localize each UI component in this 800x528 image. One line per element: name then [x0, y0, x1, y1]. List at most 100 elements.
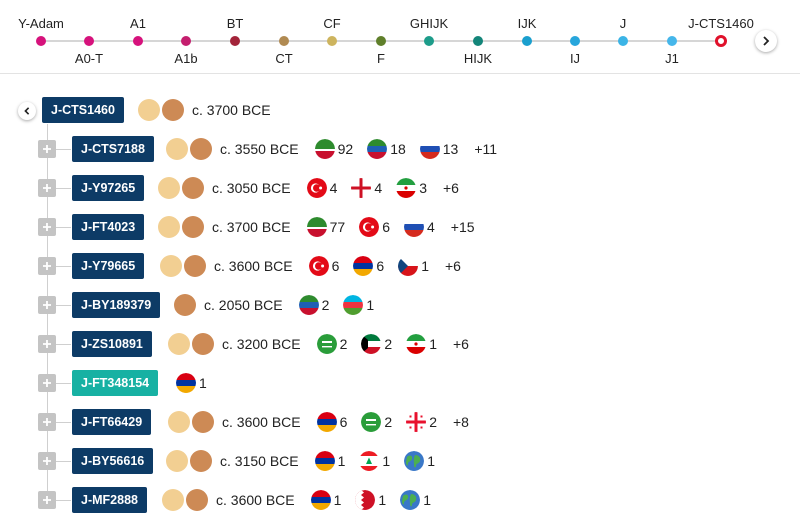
- expand-button[interactable]: [38, 296, 56, 314]
- country-count: 4: [374, 180, 383, 196]
- more-countries-count[interactable]: +6: [453, 336, 469, 352]
- haplogroup-pill[interactable]: J-FT66429: [72, 409, 152, 435]
- expand-button[interactable]: [38, 374, 56, 392]
- current-node-dot[interactable]: [715, 35, 727, 47]
- path-node-dot[interactable]: [327, 36, 337, 46]
- iran-flag-icon: [396, 178, 417, 198]
- more-countries-count[interactable]: +8: [453, 414, 469, 430]
- plus-icon: [43, 457, 51, 465]
- path-node-label[interactable]: HIJK: [463, 51, 493, 66]
- haplogroup-pill[interactable]: J-Y79665: [72, 253, 145, 279]
- path-node-label[interactable]: BT: [226, 16, 244, 31]
- ancient-dna-badge-icon: [166, 450, 188, 472]
- haplogroup-pill[interactable]: J-FT4023: [72, 214, 145, 240]
- path-node[interactable]: CF: [323, 0, 341, 74]
- country-count: 6: [339, 414, 348, 430]
- country-count: 2: [321, 297, 330, 313]
- more-countries-count[interactable]: +6: [443, 180, 459, 196]
- expand-button[interactable]: [38, 413, 56, 431]
- path-node[interactable]: GHIJK: [410, 0, 448, 74]
- path-node[interactable]: A1: [130, 0, 146, 74]
- path-node-dot[interactable]: [181, 36, 191, 46]
- plus-icon: [43, 184, 51, 192]
- world-flag-icon: [400, 490, 421, 510]
- path-node[interactable]: F: [376, 0, 386, 74]
- expand-button[interactable]: [38, 218, 56, 236]
- path-node-dot[interactable]: [133, 36, 143, 46]
- path-node-label[interactable]: CF: [323, 16, 341, 31]
- tmrca-badge-icon: [190, 450, 212, 472]
- haplogroup-pill[interactable]: J-ZS10891: [72, 331, 152, 357]
- collapse-button[interactable]: [18, 102, 36, 120]
- path-node[interactable]: IJ: [570, 0, 580, 74]
- tmrca-date: c. 2050 BCE: [204, 297, 283, 313]
- expand-button[interactable]: [38, 452, 56, 470]
- saudi-arabia-flag-icon: [361, 412, 382, 432]
- path-node-label[interactable]: GHIJK: [409, 16, 449, 31]
- path-node-label[interactable]: IJ: [569, 51, 581, 66]
- path-node-label[interactable]: IJK: [517, 16, 537, 31]
- haplogroup-pill[interactable]: J-CTS7188: [72, 136, 154, 162]
- path-node[interactable]: A0-T: [75, 0, 103, 74]
- path-node-dot[interactable]: [473, 36, 483, 46]
- path-node[interactable]: Y-Adam: [18, 0, 64, 74]
- path-node-label[interactable]: Y-Adam: [18, 16, 64, 31]
- scroll-right-button[interactable]: [755, 30, 777, 52]
- more-countries-count[interactable]: +6: [445, 258, 461, 274]
- path-node-dot[interactable]: [570, 36, 580, 46]
- path-node-label[interactable]: CT: [275, 51, 293, 66]
- haplogroup-pill[interactable]: J-BY56616: [72, 448, 154, 474]
- path-node-dot[interactable]: [376, 36, 386, 46]
- turkey-flag-icon: [359, 217, 380, 237]
- path-node-label[interactable]: A0-T: [74, 51, 104, 66]
- more-countries-count[interactable]: +15: [450, 219, 475, 235]
- path-node-dot[interactable]: [84, 36, 94, 46]
- country-count: 6: [331, 258, 340, 274]
- path-node[interactable]: CT: [275, 0, 293, 74]
- ancient-dna-badge-icon: [158, 177, 180, 199]
- country-count: 1: [427, 453, 435, 469]
- haplogroup-pill[interactable]: J-BY189379: [72, 292, 161, 318]
- haplogroup-pill[interactable]: J-Y97265: [72, 175, 145, 201]
- country-count: 2: [429, 414, 437, 430]
- path-node-label[interactable]: J: [619, 16, 627, 31]
- expand-button[interactable]: [38, 140, 56, 158]
- root-haplogroup-pill[interactable]: J-CTS1460: [42, 97, 124, 123]
- path-node[interactable]: HIJK: [464, 0, 492, 74]
- path-node-dot[interactable]: [618, 36, 628, 46]
- root-info: c. 3700 BCE: [138, 96, 287, 124]
- haplogroup-pill[interactable]: J-MF2888: [72, 487, 147, 513]
- path-node-dot[interactable]: [230, 36, 240, 46]
- path-node-label[interactable]: A1: [130, 16, 146, 31]
- path-node[interactable]: J1: [665, 0, 679, 74]
- expand-button[interactable]: [38, 257, 56, 275]
- path-node[interactable]: J: [618, 0, 628, 74]
- branch-line: [47, 344, 71, 345]
- haplogroup-pill[interactable]: J-FT348154: [72, 370, 159, 396]
- country-count: 1: [429, 336, 437, 352]
- path-node-label[interactable]: J-CTS1460: [688, 16, 754, 31]
- path-node-dot[interactable]: [36, 36, 46, 46]
- expand-button[interactable]: [38, 335, 56, 353]
- haplogroup-path-bar: Y-Adam A0-T A1 A1b BT CT CF F GHIJK HIJK IJK IJ J J1 J…: [0, 0, 800, 74]
- path-node[interactable]: A1b: [174, 0, 198, 74]
- more-countries-count[interactable]: +11: [474, 141, 498, 157]
- expand-button[interactable]: [38, 179, 56, 197]
- plus-icon: [43, 301, 51, 309]
- tmrca-date: c. 3600 BCE: [214, 258, 293, 274]
- expand-button[interactable]: [38, 491, 56, 509]
- path-node-label[interactable]: J1: [665, 51, 679, 66]
- path-node-label[interactable]: F: [377, 51, 385, 66]
- path-node[interactable]: BT: [227, 0, 243, 74]
- path-node-dot[interactable]: [522, 36, 532, 46]
- path-node-dot[interactable]: [424, 36, 434, 46]
- row-info: c. 3600 BCE 6 2 2 +8: [168, 408, 469, 436]
- path-node[interactable]: IJK: [518, 0, 536, 74]
- path-node-dot[interactable]: [667, 36, 677, 46]
- row-info: c. 3150 BCE 1 1 1: [166, 447, 449, 475]
- path-node-dot[interactable]: [279, 36, 289, 46]
- tmrca-date: c. 3150 BCE: [220, 453, 299, 469]
- path-node[interactable]: J-CTS1460: [688, 0, 754, 74]
- path-node-label[interactable]: A1b: [174, 51, 198, 66]
- country-count: 1: [423, 492, 431, 508]
